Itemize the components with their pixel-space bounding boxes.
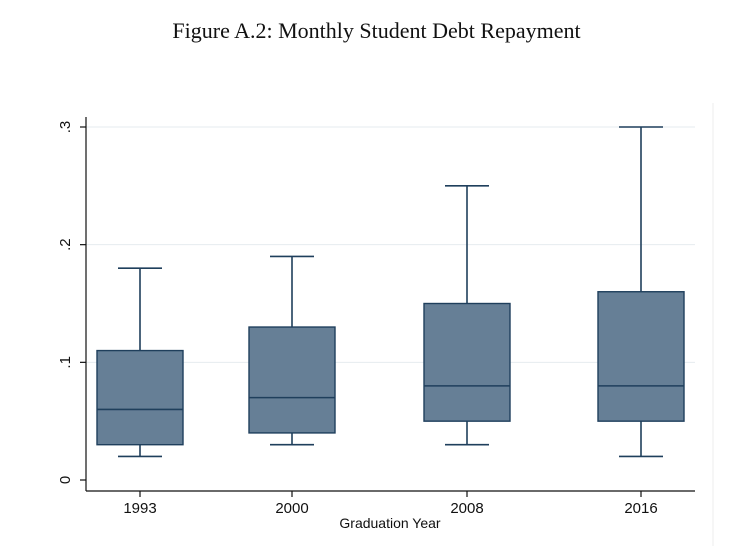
box-iqr — [597, 291, 685, 422]
x-tick-label: 2000 — [275, 500, 308, 517]
box-2008 — [423, 185, 511, 446]
y-ticks: 0 .1 .2 .3 — [57, 121, 86, 484]
x-ticks: 1993 2000 2008 2016 — [123, 491, 658, 517]
y-tick-label: .2 — [57, 238, 74, 251]
box-iqr — [248, 326, 336, 434]
box-1993 — [96, 267, 184, 458]
x-axis-title: Graduation Year — [339, 515, 441, 531]
box-iqr — [423, 302, 511, 422]
axes — [85, 117, 695, 492]
box-iqr — [96, 349, 184, 446]
y-tick-label: .1 — [57, 356, 74, 369]
box-2000 — [248, 255, 336, 446]
boxes — [96, 126, 685, 458]
x-tick-label: 2008 — [450, 500, 483, 517]
gridlines — [86, 126, 695, 363]
figure-title: Figure A.2: Monthly Student Debt Repayme… — [172, 18, 581, 43]
x-tick-label: 2016 — [624, 500, 657, 517]
box-2016 — [597, 126, 685, 458]
y-tick-label: 0 — [57, 476, 74, 484]
x-tick-label: 1993 — [123, 500, 156, 517]
y-tick-label: .3 — [57, 121, 74, 134]
